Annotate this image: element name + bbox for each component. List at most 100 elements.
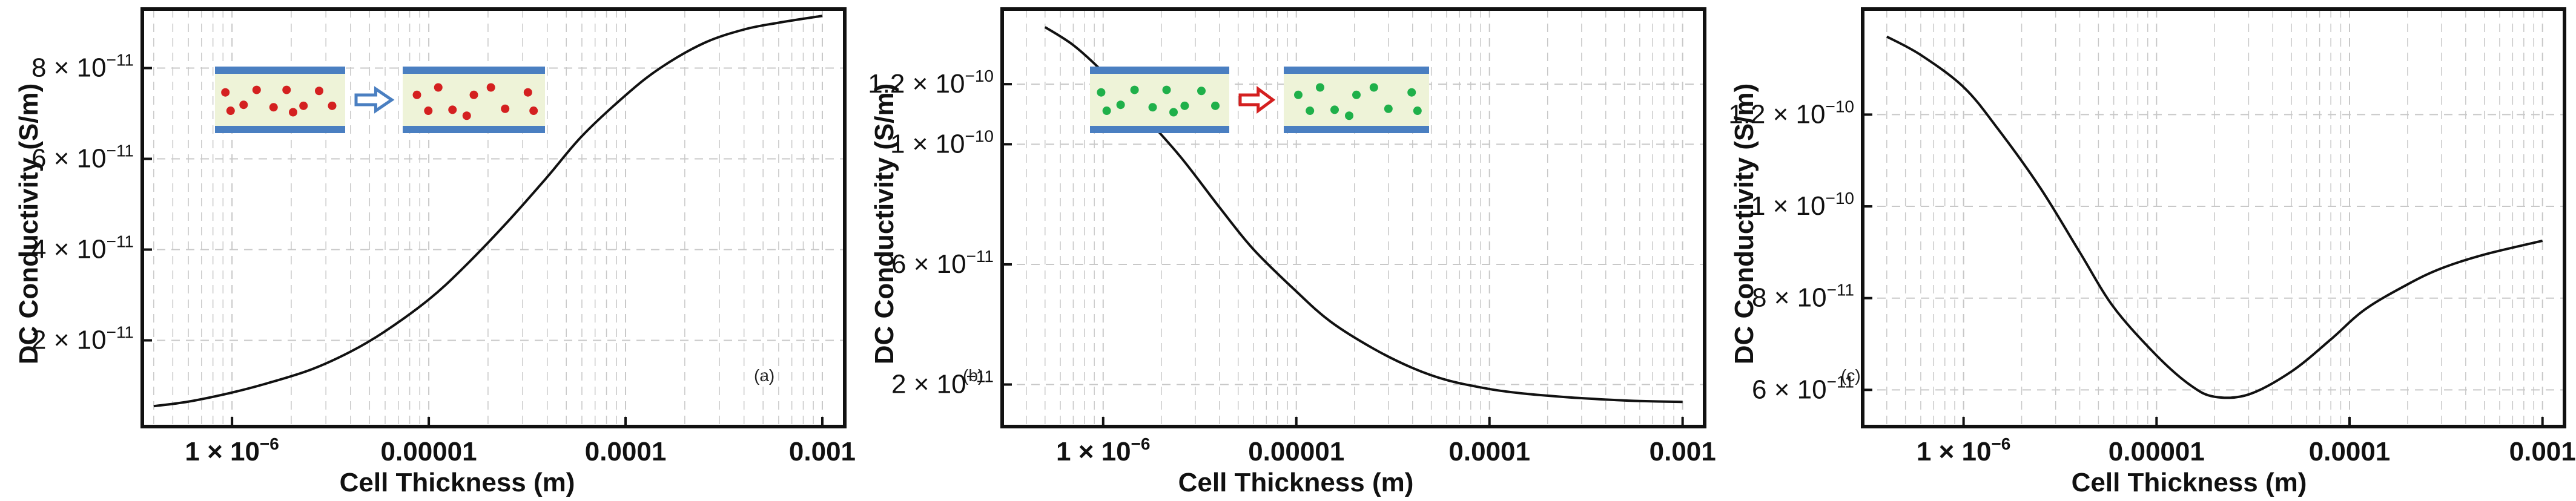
x-tick-label: 0.0001	[585, 437, 667, 467]
y-tick-label: 6 × 10−11	[891, 247, 994, 279]
electrode-top-after	[403, 67, 545, 74]
ion-dot	[1345, 111, 1353, 120]
x-tick-label: 0.00001	[2109, 437, 2205, 467]
electrode-top-after	[1284, 67, 1429, 74]
x-tick-label: 0.00001	[1248, 437, 1344, 467]
ion-dot	[1352, 90, 1361, 99]
chart-a-xlabel: Cell Thickness (m)	[340, 468, 575, 497]
electrode-bottom-before	[1090, 126, 1229, 133]
ion-dot	[1407, 88, 1416, 97]
ion-dot	[226, 106, 235, 116]
y-tick-label: 1 × 10−10	[1751, 189, 1854, 221]
y-tick-label: 2 × 10−11	[891, 367, 994, 399]
x-tick-label: 0.00001	[381, 437, 477, 467]
ion-dot	[1102, 106, 1111, 116]
chart-a-svg: DC Conductivity (S/m) Cell Thickness (m)…	[14, 7, 856, 497]
plot-frame-b	[1000, 7, 1706, 428]
ion-dot	[289, 108, 297, 117]
y-tick-label: 1.2 × 10−10	[1728, 97, 1854, 129]
series-line-c	[1886, 35, 2543, 399]
ion-dot	[448, 105, 457, 114]
chart-b-xlabel: Cell Thickness (m)	[1178, 468, 1414, 497]
chart-c-xlabel: Cell Thickness (m)	[2072, 468, 2307, 497]
ion-dot	[1294, 90, 1303, 99]
chart-a-panel-tag: (a)	[754, 366, 774, 385]
cell-medium-after	[403, 71, 545, 128]
ion-dot	[529, 106, 538, 116]
ion-dot	[1306, 106, 1315, 116]
chart-panel-c: DC Conductivity (S/m) Cell Thickness (m)…	[1720, 0, 2576, 501]
cell-medium-before	[1090, 71, 1229, 128]
y-tick-label: 2 × 10−11	[31, 323, 134, 355]
grid-a	[142, 9, 845, 427]
y-tick-label: 8 × 10−11	[1752, 281, 1854, 313]
electrode-bottom-after	[403, 126, 545, 133]
electrode-bottom-after	[1284, 126, 1429, 133]
electrode-bottom-before	[215, 126, 345, 133]
cell-medium-after	[1284, 71, 1429, 128]
ion-dot	[1384, 104, 1393, 113]
inset-cell-schematic-a	[215, 67, 545, 133]
plot-frame-c	[1861, 7, 2566, 428]
ion-dot	[269, 103, 278, 112]
ion-dot	[523, 88, 532, 97]
ion-dot	[1116, 100, 1125, 110]
ion-dot	[239, 100, 248, 110]
x-tick-label: 0.001	[1650, 437, 1716, 467]
chart-panel-a: DC Conductivity (S/m) Cell Thickness (m)…	[0, 0, 860, 501]
ion-dot	[469, 90, 478, 99]
y-tick-label: 6 × 10−11	[1752, 372, 1854, 404]
chart-c-ylabel: DC Conductivity (S/m)	[1729, 84, 1759, 364]
y-tick-label: 1 × 10−10	[890, 126, 994, 159]
ion-dot	[1097, 88, 1106, 97]
ion-dot	[1369, 83, 1378, 92]
ion-dot	[1162, 85, 1171, 94]
ion-dot	[221, 88, 230, 97]
ion-dot	[1169, 108, 1178, 117]
x-tick-label: 1 × 10−6	[185, 434, 279, 467]
ion-dot	[1148, 103, 1157, 112]
ion-dot	[282, 85, 291, 94]
x-tick-label: 0.0001	[2309, 437, 2391, 467]
chart-panel-b: DC Conductivity (S/m) Cell Thickness (m)…	[860, 0, 1720, 501]
ion-dot	[252, 85, 261, 94]
y-tick-label: 4 × 10−11	[31, 232, 134, 264]
ion-dot	[1316, 83, 1324, 92]
y-tick-label: 8 × 10−11	[31, 51, 134, 83]
ion-dot	[486, 83, 495, 92]
chart-a-ylabel: DC Conductivity (S/m)	[14, 84, 44, 364]
electrode-top-before	[1090, 67, 1229, 74]
inset-cell-schematic-b	[1090, 67, 1429, 133]
plot-frame-a	[140, 7, 847, 428]
x-tick-label: 1 × 10−6	[1056, 434, 1151, 467]
ion-dot	[1180, 101, 1189, 110]
ion-dot	[424, 106, 433, 116]
series-line-a	[153, 15, 823, 408]
grid-c	[1863, 9, 2564, 427]
ion-dot	[501, 104, 510, 113]
ion-dot	[462, 111, 471, 120]
ion-dot	[434, 83, 443, 92]
ion-dot	[1413, 106, 1422, 116]
chart-b-panel-tag: (b)	[963, 366, 983, 385]
x-tick-label: 0.001	[2509, 437, 2576, 467]
chart-c-panel-tag: (c)	[1841, 366, 1861, 385]
ion-dot	[1197, 87, 1206, 96]
y-tick-label: 6 × 10−11	[31, 142, 134, 174]
arrow-icon	[354, 86, 395, 114]
electrode-top-before	[215, 67, 345, 74]
arrow-icon	[1238, 86, 1276, 114]
ion-dot	[299, 101, 308, 110]
ion-dot	[1211, 101, 1220, 110]
ion-dot	[412, 90, 421, 99]
chart-b-svg: DC Conductivity (S/m) Cell Thickness (m)…	[868, 7, 1716, 497]
grid-b	[1002, 9, 1705, 427]
x-tick-label: 1 × 10−6	[1917, 434, 2011, 467]
x-tick-label: 0.0001	[1448, 437, 1530, 467]
chart-c-svg: DC Conductivity (S/m) Cell Thickness (m)…	[1728, 7, 2576, 497]
ion-dot	[1130, 85, 1139, 94]
ion-dot	[328, 101, 337, 110]
ion-dot	[315, 87, 323, 96]
y-tick-label: 1.2 × 10−10	[868, 67, 994, 99]
x-tick-label: 0.001	[789, 437, 856, 467]
